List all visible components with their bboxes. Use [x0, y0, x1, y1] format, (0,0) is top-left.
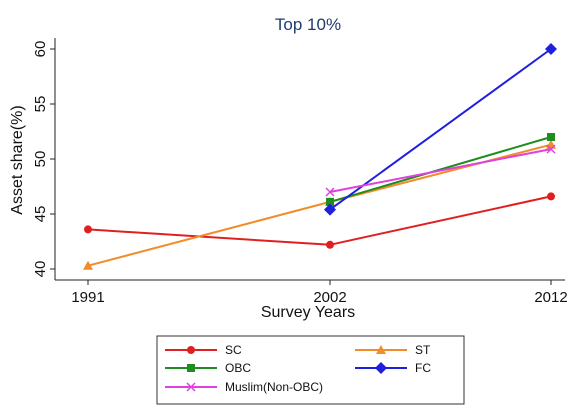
y-tick-label: 45 — [32, 206, 49, 223]
legend-marker-fc — [375, 362, 387, 374]
chart-title: Top 10% — [275, 15, 341, 34]
legend-label: SC — [225, 343, 242, 357]
series-st — [83, 139, 556, 270]
y-tick-label: 40 — [32, 261, 49, 278]
series-sc — [84, 192, 555, 249]
data-point-fc — [545, 43, 557, 55]
x-axis-title: Survey Years — [261, 304, 355, 321]
x-axis-ticks: 1991 2002 2012 — [71, 280, 568, 306]
x-tick-label: 1991 — [71, 289, 104, 306]
series-line-obc — [329, 136, 552, 203]
data-point-sc — [84, 225, 92, 234]
x-tick-label: 2012 — [534, 289, 567, 306]
data-point-st — [83, 260, 93, 270]
y-tick-label: 60 — [32, 41, 49, 58]
series-fc — [324, 43, 557, 216]
legend-marker-obc — [187, 364, 195, 372]
legend-marker-muslim-non-obc — [186, 382, 196, 392]
series-layer — [83, 43, 557, 270]
data-point-muslim-non-obc — [546, 144, 556, 154]
y-axis-ticks: 40 45 50 55 60 — [32, 41, 55, 278]
legend-label: OBC — [225, 361, 251, 375]
data-point-obc — [326, 197, 334, 206]
data-point-st — [546, 139, 556, 149]
legend-marker-sc — [187, 346, 195, 354]
legend-label: Muslim(Non-OBC) — [225, 380, 323, 394]
series-line-muslim-non-obc — [329, 148, 552, 193]
data-point-fc — [324, 203, 336, 216]
data-point-obc — [547, 133, 555, 141]
data-point-muslim-non-obc — [325, 187, 335, 197]
legend-item-obc: OBC — [165, 361, 251, 375]
legend-item-fc: FC — [355, 361, 431, 375]
legend-box — [156, 335, 465, 405]
y-axis-title: Asset share(%) — [9, 105, 26, 214]
y-tick-label: 50 — [32, 151, 49, 168]
legend-marker-st — [376, 345, 386, 354]
legend-item-sc: SC — [165, 343, 242, 357]
series-obc — [326, 133, 555, 206]
legend-label: FC — [415, 361, 431, 375]
legend: SC ST OBC FC Muslim(Non-OBC) — [165, 343, 431, 394]
series-line-fc — [329, 48, 552, 211]
x-tick-label: 2002 — [313, 289, 346, 306]
legend-item-muslim-non-obc: Muslim(Non-OBC) — [165, 380, 323, 394]
data-point-sc — [326, 240, 334, 249]
y-tick-label: 55 — [32, 96, 49, 113]
data-point-sc — [547, 192, 555, 201]
series-muslim-non-obc — [325, 144, 556, 197]
legend-item-st: ST — [355, 343, 431, 357]
legend-label: ST — [415, 343, 431, 357]
